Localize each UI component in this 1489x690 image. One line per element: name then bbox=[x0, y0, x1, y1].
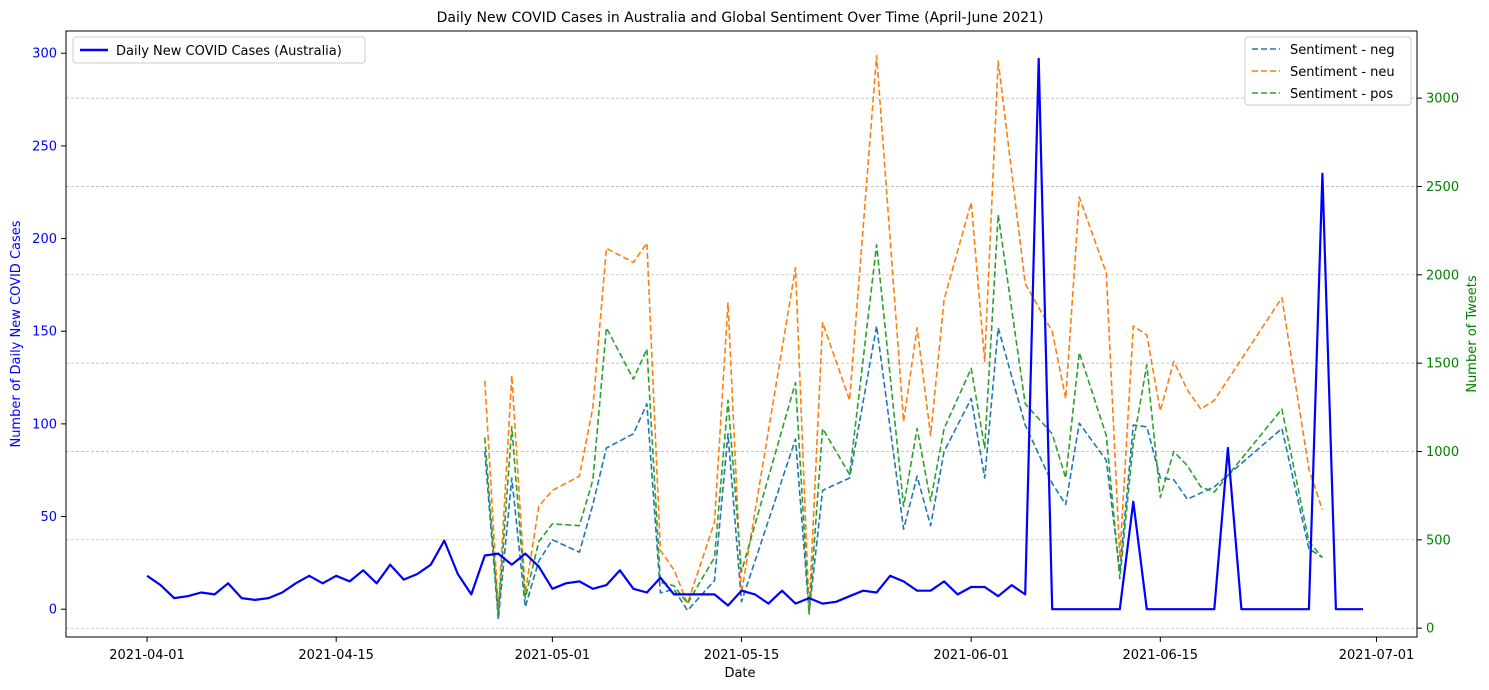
y-axis-right-label: Number of Tweets bbox=[1465, 275, 1480, 393]
y-axis-left-label: Number of Daily New COVID Cases bbox=[9, 220, 24, 447]
y-left-tick-label: 250 bbox=[32, 139, 57, 154]
legend-right-box bbox=[1244, 36, 1412, 106]
series-line-neg bbox=[484, 325, 1323, 621]
y-right-tick-label: 2500 bbox=[1426, 180, 1459, 195]
legend-right: Sentiment - neg Sentiment - neu Sentimen… bbox=[1244, 36, 1412, 106]
series-line-pos bbox=[484, 213, 1324, 615]
y-left-tick-label: 150 bbox=[32, 325, 57, 340]
legend-label-neg: Sentiment - neg bbox=[1290, 43, 1395, 58]
y-right-tick-label: 0 bbox=[1426, 622, 1434, 637]
y-axis-left: 0 50 100 150 200 250 300 bbox=[32, 47, 66, 618]
grid-lines bbox=[66, 97, 1417, 629]
y-right-tick-label: 2000 bbox=[1426, 268, 1459, 283]
legend-label-neu: Sentiment - neu bbox=[1290, 65, 1395, 80]
series-line-cases bbox=[146, 57, 1363, 611]
y-right-tick-label: 3000 bbox=[1426, 92, 1459, 107]
x-tick-label: 2021-04-01 bbox=[109, 648, 185, 663]
legend-left: Daily New COVID Cases (Australia) bbox=[72, 36, 366, 64]
chart-title: Daily New COVID Cases in Australia and G… bbox=[437, 10, 1044, 26]
y-axis-right: 0 500 1000 1500 2000 2500 3000 bbox=[1417, 92, 1459, 637]
x-tick-label: 2021-06-15 bbox=[1123, 648, 1199, 663]
series-line-neu bbox=[484, 54, 1324, 612]
legend-label-pos: Sentiment - pos bbox=[1290, 87, 1393, 102]
y-left-tick-label: 0 bbox=[49, 603, 57, 618]
x-tick-label: 2021-05-01 bbox=[515, 648, 591, 663]
x-axis-label: Date bbox=[724, 666, 755, 681]
plot-series bbox=[146, 54, 1363, 621]
x-tick-label: 2021-07-01 bbox=[1339, 648, 1415, 663]
y-left-tick-label: 100 bbox=[32, 417, 57, 432]
legend-label-cases: Daily New COVID Cases (Australia) bbox=[116, 44, 342, 59]
y-right-tick-label: 1000 bbox=[1426, 445, 1459, 460]
x-tick-label: 2021-05-15 bbox=[704, 648, 780, 663]
y-right-tick-label: 1500 bbox=[1426, 357, 1459, 372]
y-right-tick-label: 500 bbox=[1426, 533, 1451, 548]
x-axis: 2021-04-01 2021-04-15 2021-05-01 2021-05-15… bbox=[109, 637, 1414, 663]
x-tick-label: 2021-06-01 bbox=[933, 648, 1009, 663]
y-left-tick-label: 300 bbox=[32, 47, 57, 62]
legend-left-box bbox=[72, 36, 366, 64]
y-left-tick-label: 200 bbox=[32, 232, 57, 247]
y-left-tick-label: 50 bbox=[40, 510, 57, 525]
x-tick-label: 2021-04-15 bbox=[298, 648, 374, 663]
